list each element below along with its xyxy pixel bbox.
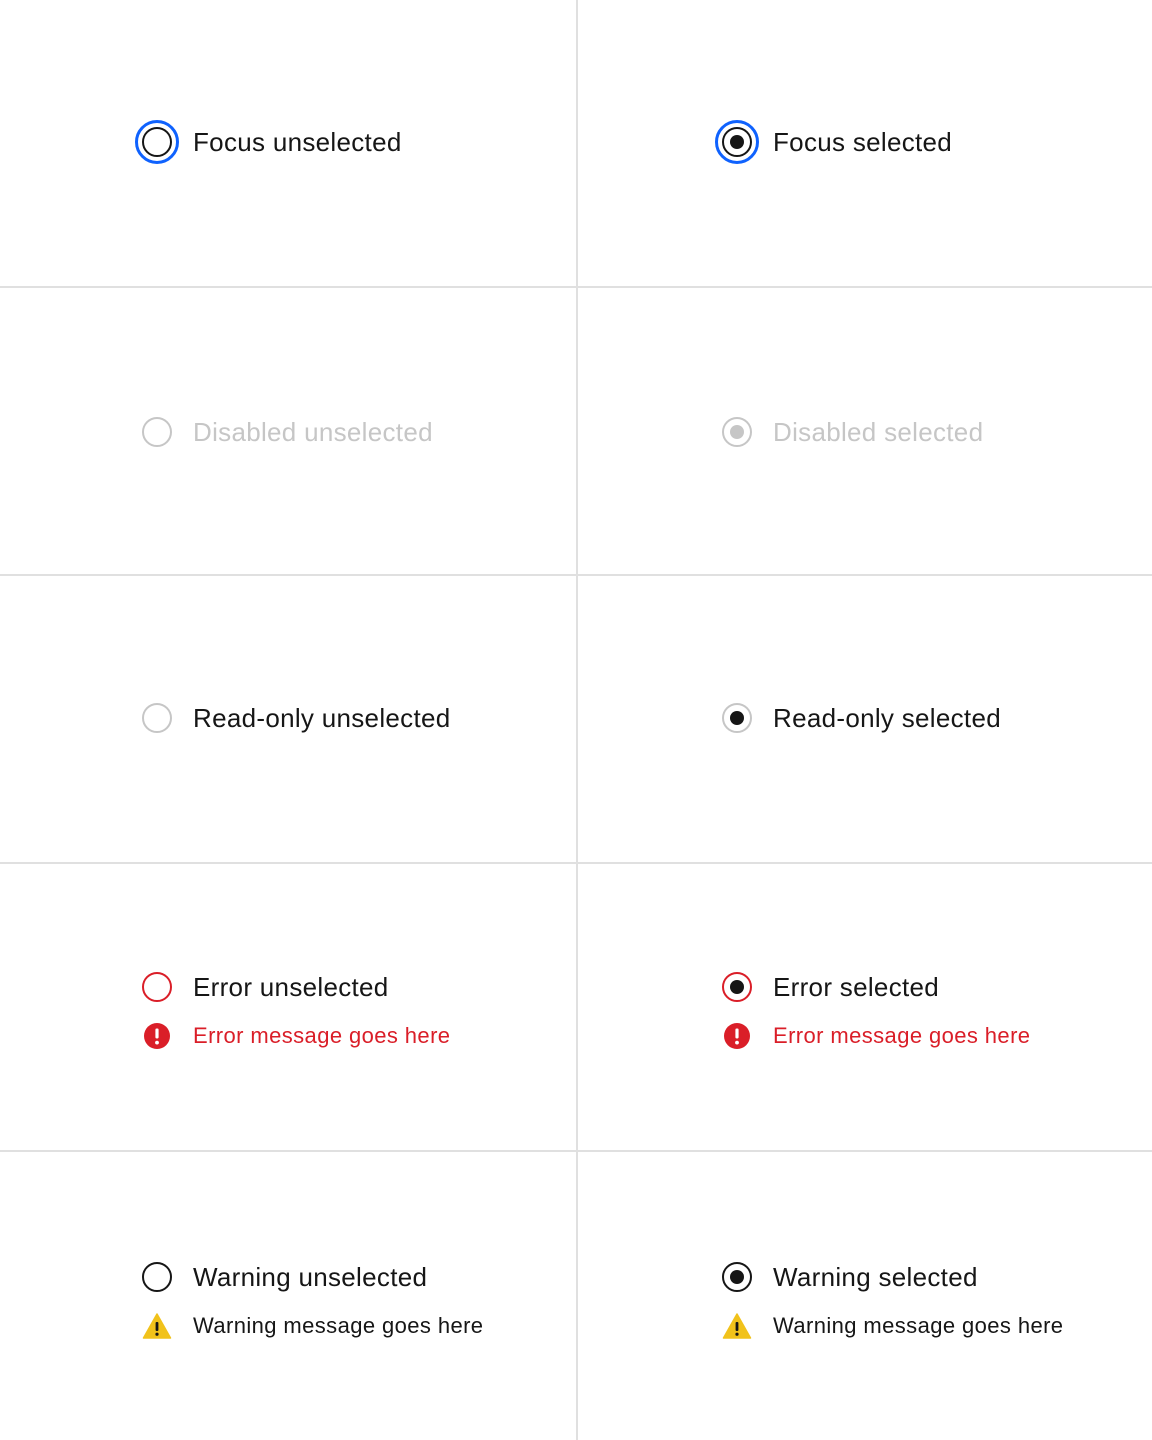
radio-warning-selected[interactable]: Warning selected — [717, 1257, 978, 1297]
radio-dot — [730, 711, 744, 725]
radio-button — [137, 412, 177, 452]
radio-button[interactable] — [137, 967, 177, 1007]
radio-disabled-selected: Disabled selected — [717, 412, 983, 452]
error-filled-icon — [717, 1016, 757, 1056]
radio-button[interactable] — [135, 120, 179, 164]
radio-label: Error unselected — [193, 971, 389, 1002]
radio-label: Warning selected — [773, 1261, 978, 1292]
error-message-row: Error message goes here — [717, 1016, 1030, 1056]
radio-error-unselected[interactable]: Error unselected — [137, 967, 389, 1007]
radio-ring — [142, 703, 172, 733]
radio-label: Error selected — [773, 971, 940, 1002]
warning-message: Warning message goes here — [773, 1313, 1064, 1338]
row-divider — [0, 1150, 1152, 1152]
radio-focus-unselected[interactable]: Focus unselected — [135, 120, 402, 164]
row-divider — [0, 862, 1152, 864]
radio-dot — [730, 980, 744, 994]
warning-alt-filled-icon — [137, 1306, 177, 1346]
radio-button[interactable] — [717, 1257, 757, 1297]
radio-ring — [722, 972, 752, 1002]
radio-ring — [722, 703, 752, 733]
error-message: Error message goes here — [773, 1023, 1031, 1048]
radio-label: Read-only selected — [773, 702, 1001, 733]
warning-message-row: Warning message goes here — [717, 1306, 1063, 1346]
focus-ring — [135, 120, 179, 164]
warning-message: Warning message goes here — [193, 1313, 484, 1338]
radio-ring — [142, 1262, 172, 1292]
error-filled-icon — [137, 1016, 177, 1056]
radio-button — [717, 412, 757, 452]
radio-button — [137, 698, 177, 738]
radio-focus-selected[interactable]: Focus selected — [715, 120, 953, 164]
radio-ring — [722, 417, 752, 447]
error-message-row: Error message goes here — [137, 1016, 450, 1056]
row-divider — [0, 574, 1152, 576]
radio-readonly-selected: Read-only selected — [717, 698, 1001, 738]
radio-error-selected[interactable]: Error selected — [717, 967, 939, 1007]
radio-ring — [142, 972, 172, 1002]
warning-alt-filled-icon — [717, 1306, 757, 1346]
radio-label: Focus selected — [773, 126, 953, 157]
radio-label: Warning unselected — [193, 1261, 428, 1292]
radio-ring — [142, 417, 172, 447]
row-divider — [0, 286, 1152, 288]
radio-dot — [730, 1270, 744, 1284]
radio-button[interactable] — [137, 1257, 177, 1297]
radio-dot — [730, 425, 744, 439]
radio-button[interactable] — [715, 120, 759, 164]
radio-readonly-unselected: Read-only unselected — [137, 698, 451, 738]
radio-disabled-unselected: Disabled unselected — [137, 412, 433, 452]
error-message: Error message goes here — [193, 1023, 451, 1048]
radio-label: Disabled unselected — [193, 416, 433, 447]
radio-button — [717, 698, 757, 738]
radio-button[interactable] — [717, 967, 757, 1007]
column-divider — [576, 0, 578, 1440]
focus-ring — [715, 120, 759, 164]
radio-ring — [722, 1262, 752, 1292]
radio-label: Disabled selected — [773, 416, 984, 447]
radio-warning-unselected[interactable]: Warning unselected — [137, 1257, 427, 1297]
radio-label: Focus unselected — [193, 126, 402, 157]
radio-label: Read-only unselected — [193, 702, 451, 733]
warning-message-row: Warning message goes here — [137, 1306, 483, 1346]
